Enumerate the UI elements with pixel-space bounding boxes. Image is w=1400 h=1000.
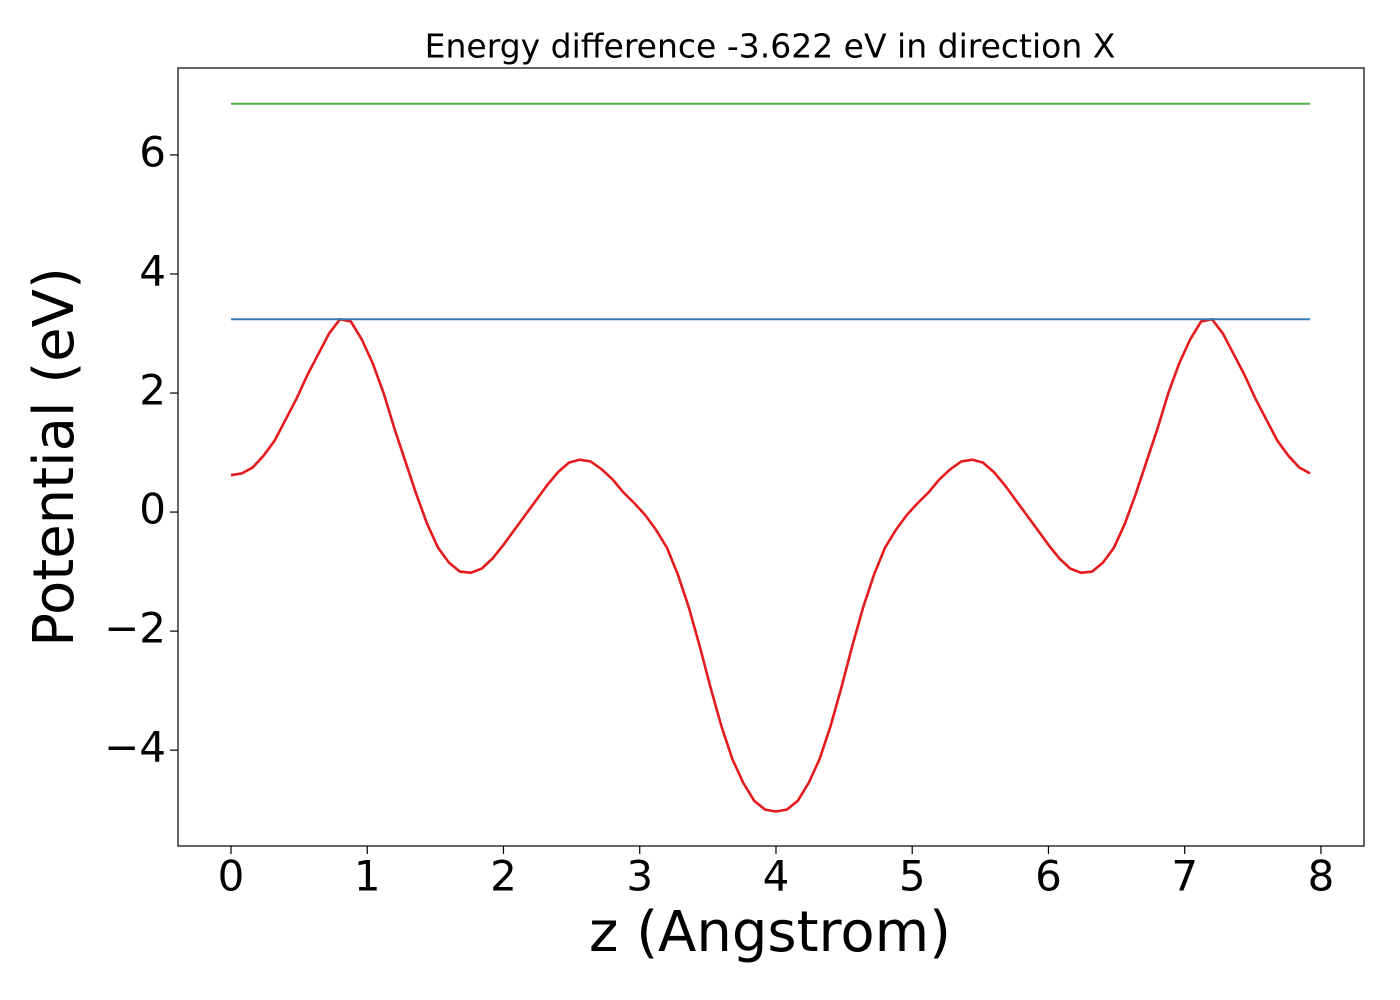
y-tick-label: −2 [104,604,166,653]
x-tick-label: 3 [626,852,653,901]
x-tick-label: 2 [490,852,517,901]
x-tick-label: 4 [763,852,790,901]
y-axis-label: Potential (eV) [22,267,87,647]
y-tick-label: 0 [139,485,166,534]
x-tick-label: 6 [1035,852,1062,901]
x-tick-label: 7 [1171,852,1198,901]
x-tick-label: 8 [1308,852,1335,901]
chart-title: Energy difference -3.622 eV in direction… [425,27,1116,66]
x-tick-label: 5 [899,852,926,901]
x-axis-label: z (Angstrom) [589,900,951,965]
x-tick-label: 1 [354,852,381,901]
series-line [230,317,1311,813]
y-tick-label: 2 [139,366,166,415]
y-tick-label: −4 [104,723,166,772]
x-tick-label: 0 [218,852,245,901]
y-tick-label: 4 [139,246,166,295]
plot-frame [177,67,1365,847]
y-tick-label: 6 [139,127,166,176]
